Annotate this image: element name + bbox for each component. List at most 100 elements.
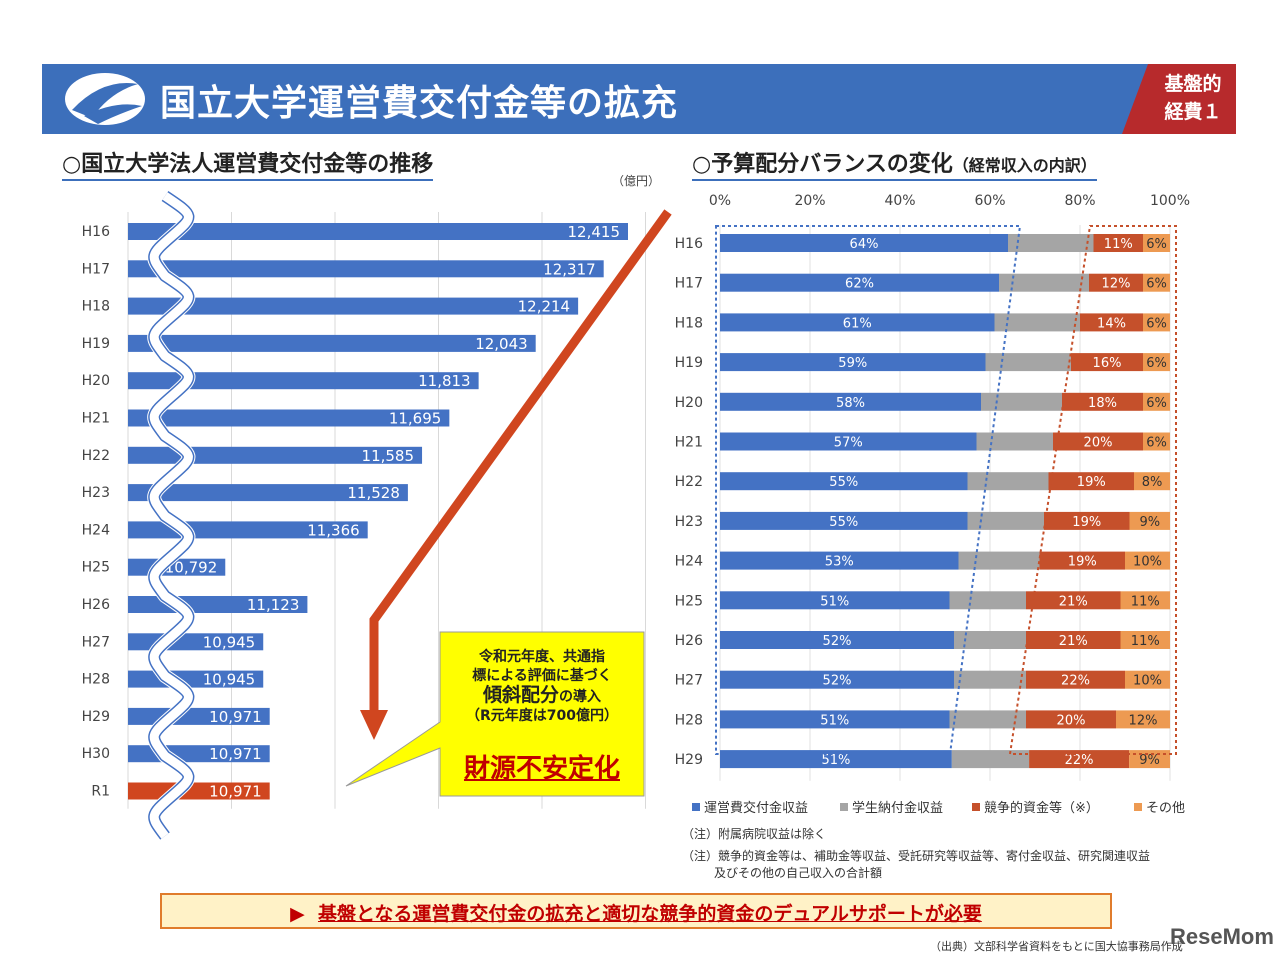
right-stacked-segment bbox=[949, 591, 1026, 610]
right-stacked-segment bbox=[1143, 234, 1170, 252]
right-stacked-segment bbox=[1062, 392, 1143, 411]
right-stacked-segment bbox=[1039, 551, 1125, 570]
right-stacked-segment bbox=[1125, 551, 1170, 570]
right-stacked-segment bbox=[720, 670, 954, 689]
right-category-label: H19 bbox=[675, 355, 703, 371]
right-category-label: H27 bbox=[675, 673, 703, 689]
right-stacked-segment bbox=[951, 750, 1030, 769]
right-segment-label: 51% bbox=[821, 753, 850, 768]
right-x-tick-label: 40% bbox=[884, 193, 915, 209]
left-category-label: H30 bbox=[82, 746, 110, 762]
blue-trend-outline bbox=[715, 225, 1022, 755]
right-segment-label: 6% bbox=[1146, 436, 1167, 451]
left-category-label: H20 bbox=[82, 373, 110, 389]
left-category-label: H21 bbox=[82, 411, 110, 427]
right-segment-label: 21% bbox=[1059, 634, 1088, 649]
left-value-label: 11,366 bbox=[307, 521, 360, 539]
right-section-title-main: ○予算配分バランスの変化 bbox=[692, 152, 953, 177]
right-stacked-segment bbox=[1143, 313, 1170, 332]
right-segment-label: 10% bbox=[1133, 555, 1162, 570]
left-category-label: H25 bbox=[82, 560, 110, 576]
right-stacked-segment bbox=[1048, 472, 1134, 491]
right-category-label: H29 bbox=[675, 752, 703, 768]
right-category-label: H23 bbox=[675, 514, 703, 530]
left-value-label: 11,528 bbox=[347, 484, 400, 502]
right-stacked-segment bbox=[985, 353, 1071, 372]
left-category-label: H16 bbox=[82, 224, 110, 240]
right-stacked-segment bbox=[1044, 511, 1130, 530]
university-logo-icon bbox=[65, 73, 145, 125]
right-segment-label: 9% bbox=[1139, 515, 1160, 530]
callout-line-1: 令和元年度、共通指 bbox=[479, 649, 605, 665]
right-stacked-segment bbox=[720, 710, 950, 729]
right-stacked-segment bbox=[720, 432, 977, 451]
right-segment-label: 8% bbox=[1142, 475, 1163, 490]
legend-swatch bbox=[972, 803, 980, 811]
legend-swatch bbox=[692, 803, 700, 811]
right-x-tick-label: 0% bbox=[709, 193, 731, 209]
right-segment-label: 51% bbox=[820, 713, 849, 728]
right-stacked-segment bbox=[720, 511, 968, 530]
legend-swatch bbox=[840, 803, 848, 811]
right-stacked-segment bbox=[1143, 273, 1170, 292]
right-segment-label: 19% bbox=[1068, 555, 1097, 570]
right-segment-label: 6% bbox=[1146, 237, 1167, 252]
right-section-title: ○予算配分バランスの変化（経常収入の内訳） bbox=[692, 146, 1097, 181]
right-segment-label: 61% bbox=[843, 316, 872, 331]
left-value-label: 10,945 bbox=[203, 671, 256, 689]
left-bar bbox=[128, 484, 408, 502]
left-value-label: 12,043 bbox=[475, 335, 528, 353]
right-category-label: H22 bbox=[675, 474, 703, 490]
callout-box bbox=[345, 631, 645, 797]
right-segment-label: 12% bbox=[1129, 713, 1158, 728]
right-category-label: H20 bbox=[675, 395, 703, 411]
left-category-label: H17 bbox=[82, 261, 110, 277]
right-x-tick-label: 100% bbox=[1150, 193, 1190, 209]
right-segment-label: 9% bbox=[1139, 753, 1160, 768]
right-category-label: H24 bbox=[675, 554, 703, 570]
right-stacked-segment bbox=[954, 631, 1026, 649]
right-segment-label: 6% bbox=[1146, 356, 1167, 371]
right-stacked-segment bbox=[967, 472, 1049, 491]
conclusion-marker-icon: ▶ bbox=[290, 903, 305, 925]
right-stacked-segment bbox=[720, 631, 954, 649]
left-section-title: ○国立大学法人運営費交付金等の推移 bbox=[62, 146, 434, 181]
callout-warning: 財源不安定化 bbox=[463, 754, 620, 784]
right-stacked-segment bbox=[967, 511, 1044, 530]
left-bar bbox=[128, 260, 604, 278]
right-segment-label: 55% bbox=[829, 475, 858, 490]
right-segment-label: 11% bbox=[1131, 634, 1160, 649]
left-value-label: 10,792 bbox=[165, 559, 218, 577]
callout-line-4: （R元年度は700億円） bbox=[465, 708, 618, 724]
right-stacked-segment bbox=[994, 313, 1080, 332]
left-category-label: H23 bbox=[82, 485, 110, 501]
left-bar bbox=[128, 446, 423, 464]
right-stacked-segment bbox=[720, 353, 986, 372]
left-bar bbox=[128, 334, 536, 352]
source-note: （出典）文部科学省資料をもとに国大協事務局作成 bbox=[930, 940, 1183, 953]
right-segment-label: 12% bbox=[1102, 277, 1131, 292]
callout-line-3: の導入 bbox=[559, 689, 601, 705]
left-value-label: 12,214 bbox=[518, 298, 571, 316]
right-category-label: H21 bbox=[675, 435, 703, 451]
right-segment-label: 52% bbox=[823, 634, 852, 649]
right-stacked-segment bbox=[1093, 234, 1143, 252]
right-segment-label: 19% bbox=[1072, 515, 1101, 530]
right-stacked-segment bbox=[976, 432, 1053, 451]
right-stacked-segment bbox=[1120, 631, 1170, 649]
left-chart-unit: （億円） bbox=[612, 174, 661, 188]
right-segment-label: 11% bbox=[1131, 594, 1160, 609]
header-banner bbox=[42, 64, 1236, 134]
right-stacked-segment bbox=[999, 273, 1089, 292]
right-stacked-segment bbox=[720, 313, 995, 332]
legend-label: 競争的資金等（※） bbox=[984, 800, 1099, 816]
right-stacked-segment bbox=[1143, 353, 1170, 372]
right-stacked-segment bbox=[981, 392, 1062, 411]
right-segment-label: 62% bbox=[845, 277, 874, 292]
badge-line-1: 基盤的 bbox=[1164, 73, 1222, 95]
right-segment-label: 6% bbox=[1146, 277, 1167, 292]
right-segment-label: 20% bbox=[1057, 713, 1086, 728]
legend-label: その他 bbox=[1146, 801, 1185, 816]
left-value-label: 11,813 bbox=[418, 372, 471, 390]
